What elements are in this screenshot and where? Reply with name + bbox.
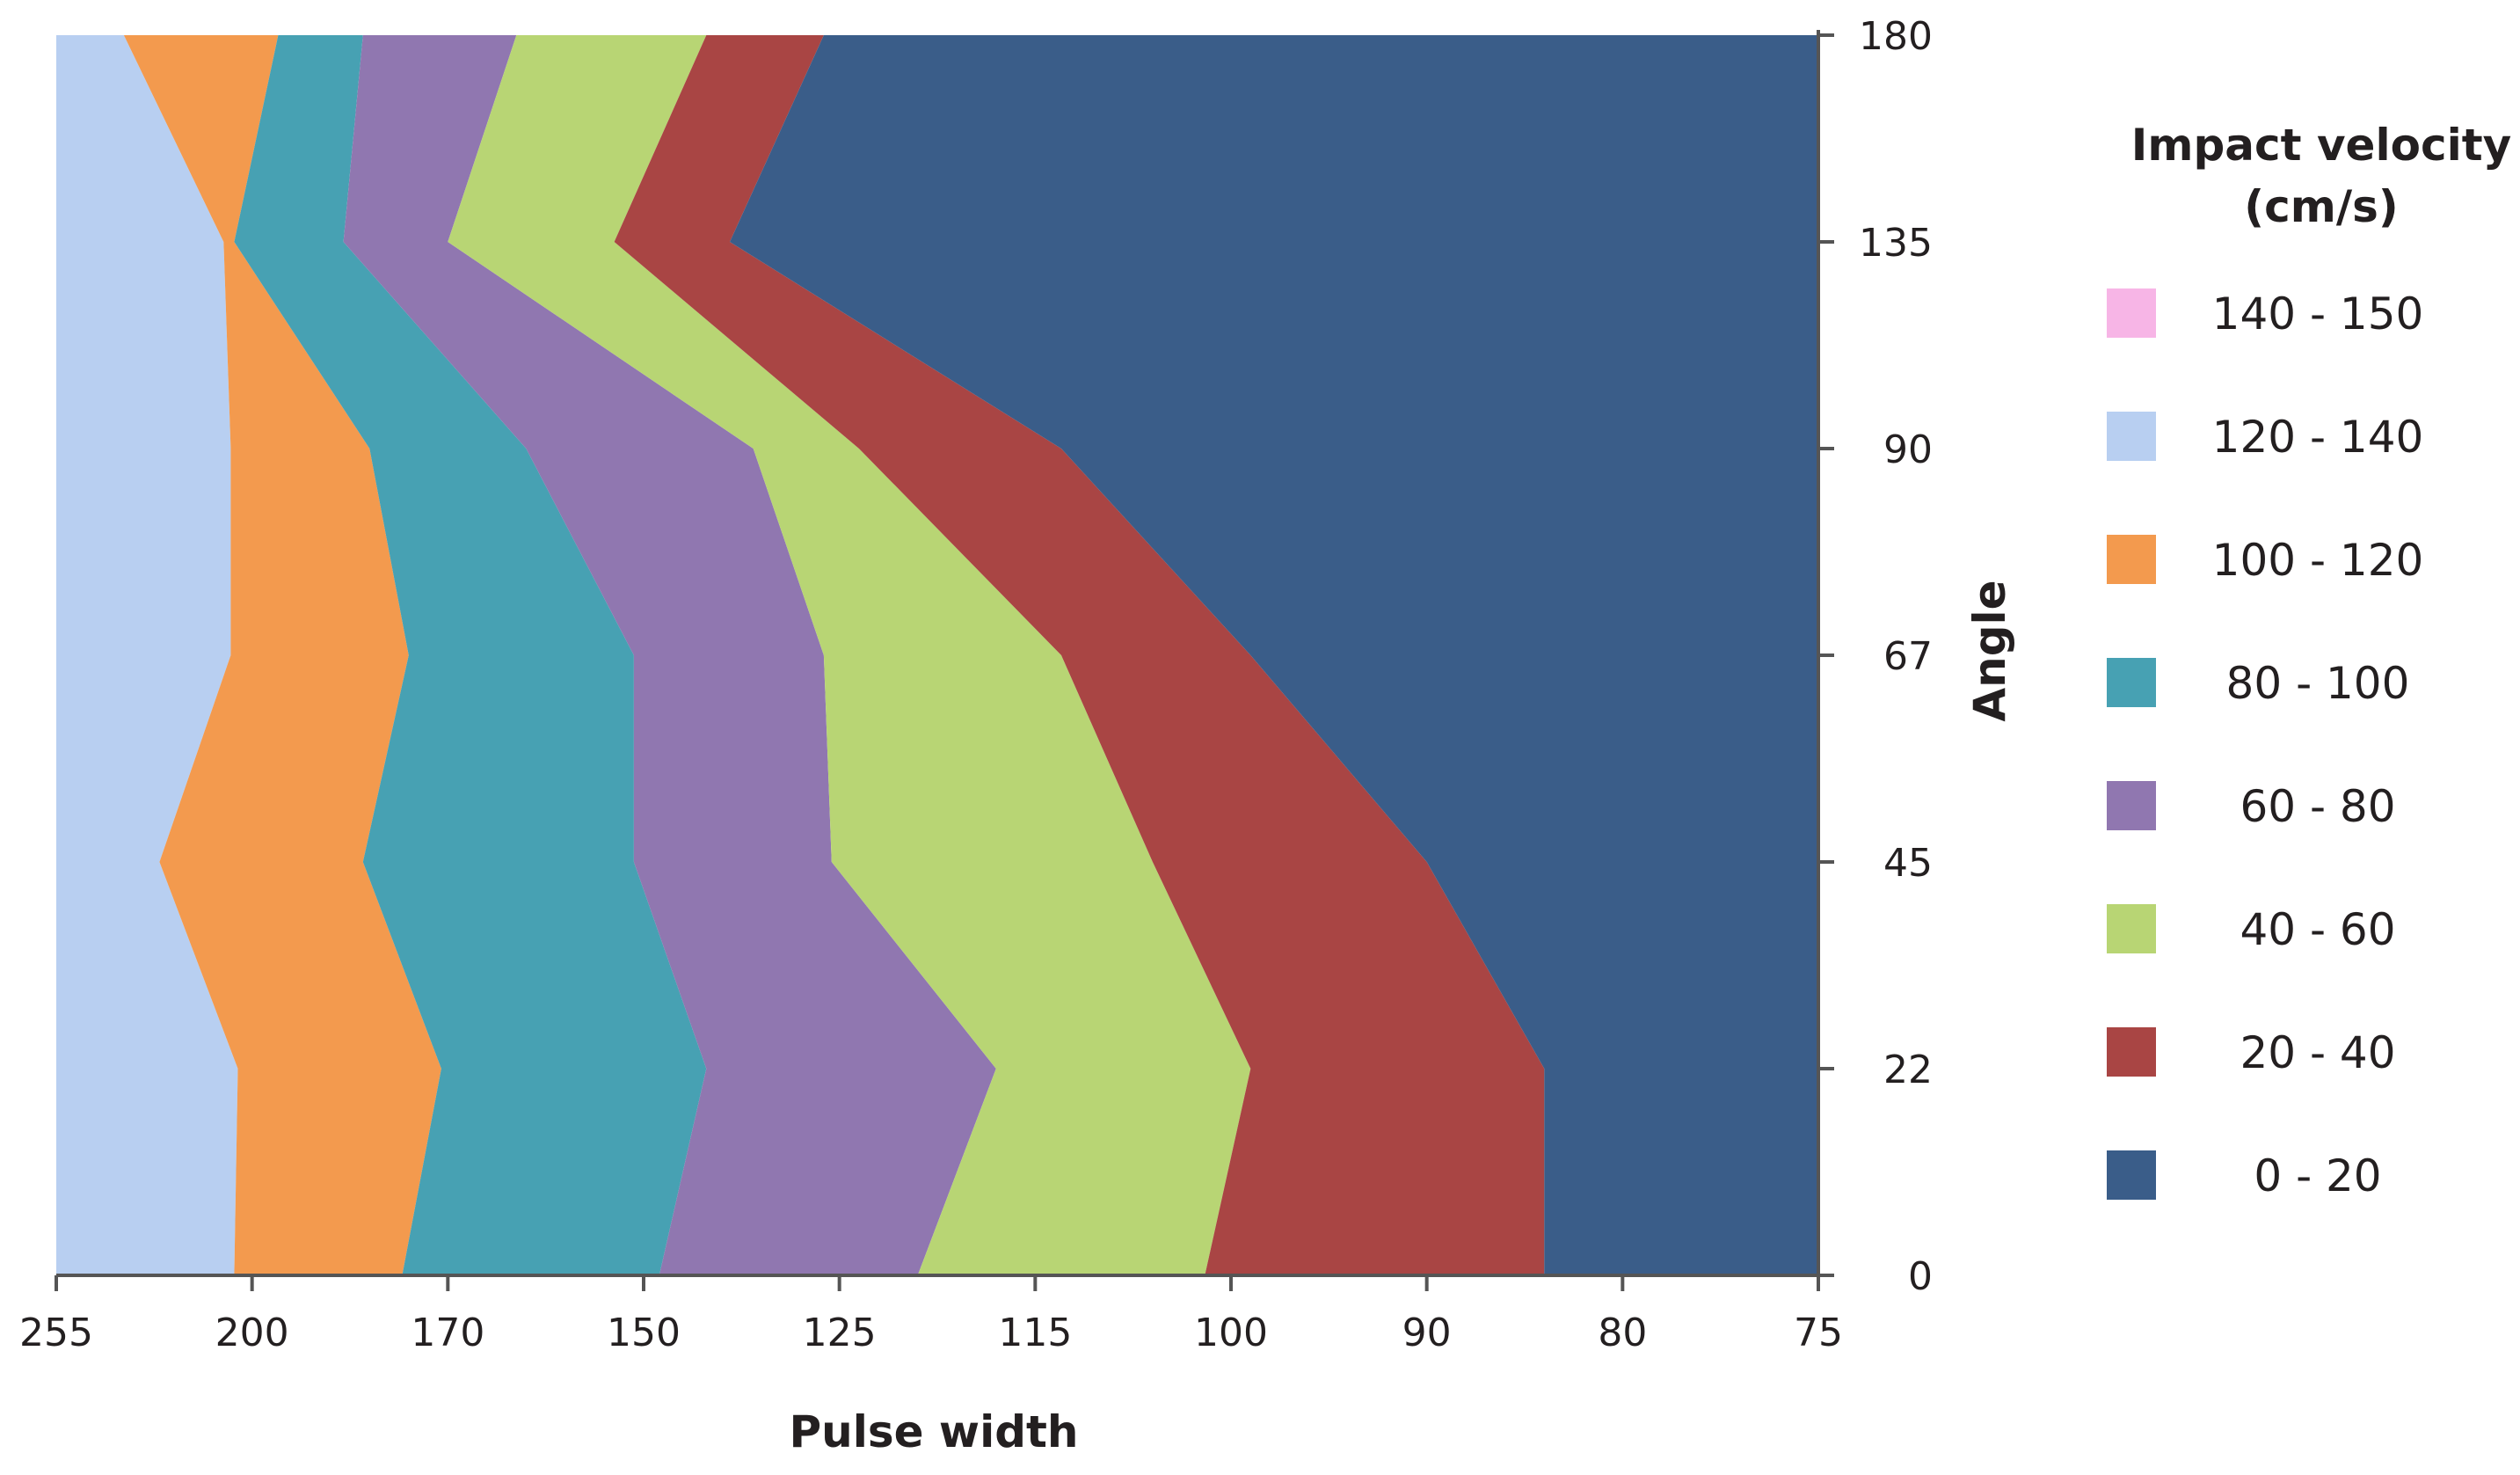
y-tick-label: 90 — [1883, 427, 1933, 472]
y-tick-label: 45 — [1883, 841, 1933, 886]
legend-swatch — [2107, 412, 2156, 461]
y-tick-label: 0 — [1908, 1254, 1933, 1299]
band-100-120-area — [123, 35, 441, 1275]
legend-swatch — [2107, 1027, 2156, 1077]
band-0-20-area — [730, 35, 1818, 1275]
band-60-80-area — [343, 35, 996, 1275]
x-tick-label: 115 — [998, 1311, 1072, 1355]
band-40-60-area — [448, 35, 1251, 1275]
legend-swatch — [2107, 904, 2156, 953]
x-tick-label: 100 — [1194, 1311, 1268, 1355]
y-tick-label: 135 — [1859, 221, 1933, 266]
band-20-40-area — [614, 35, 1545, 1275]
y-axis-title: Angle — [1964, 580, 2015, 721]
legend-title-unit: (cm/s) — [2244, 181, 2398, 232]
legend-title: Impact velocity — [2131, 120, 2511, 171]
legend-label: 0 - 20 — [2254, 1150, 2381, 1201]
legend-swatch — [2107, 288, 2156, 338]
legend-label: 80 - 100 — [2226, 658, 2410, 709]
x-axis-ticks: 255 200 170 150 125 115 100 90 80 75 — [19, 1275, 1843, 1355]
legend-label: 120 - 140 — [2212, 412, 2424, 463]
legend-entries: 140 - 150 120 - 140 100 - 120 80 - 100 60 - … — [2107, 288, 2423, 1201]
legend-label: 40 - 60 — [2240, 904, 2395, 955]
y-tick-label: 67 — [1883, 634, 1933, 679]
band-80-100-area — [234, 35, 707, 1275]
y-tick-label: 180 — [1859, 14, 1933, 59]
x-tick-label: 80 — [1598, 1311, 1647, 1355]
legend-label: 60 - 80 — [2240, 781, 2395, 832]
x-axis-title: Pulse width — [789, 1406, 1078, 1457]
x-tick-label: 150 — [607, 1311, 681, 1355]
band-120-140-area — [56, 35, 238, 1275]
legend-swatch — [2107, 535, 2156, 584]
x-tick-label: 255 — [19, 1311, 93, 1355]
legend-label: 140 - 150 — [2212, 288, 2424, 340]
x-tick-label: 125 — [803, 1311, 877, 1355]
legend-swatch — [2107, 1150, 2156, 1200]
legend-label: 20 - 40 — [2240, 1027, 2395, 1078]
area-layer — [56, 35, 1818, 1275]
legend-swatch — [2107, 781, 2156, 830]
legend: Impact velocity (cm/s) 140 - 150 120 - 14… — [2107, 120, 2511, 1201]
y-axis-ticks: 0 22 45 67 90 135 180 — [1818, 14, 1933, 1299]
legend-swatch — [2107, 658, 2156, 707]
x-tick-label: 75 — [1794, 1311, 1843, 1355]
x-tick-label: 200 — [215, 1311, 289, 1355]
x-tick-label: 170 — [411, 1311, 484, 1355]
y-tick-label: 22 — [1883, 1048, 1933, 1092]
legend-label: 100 - 120 — [2212, 535, 2424, 586]
x-tick-label: 90 — [1402, 1311, 1452, 1355]
